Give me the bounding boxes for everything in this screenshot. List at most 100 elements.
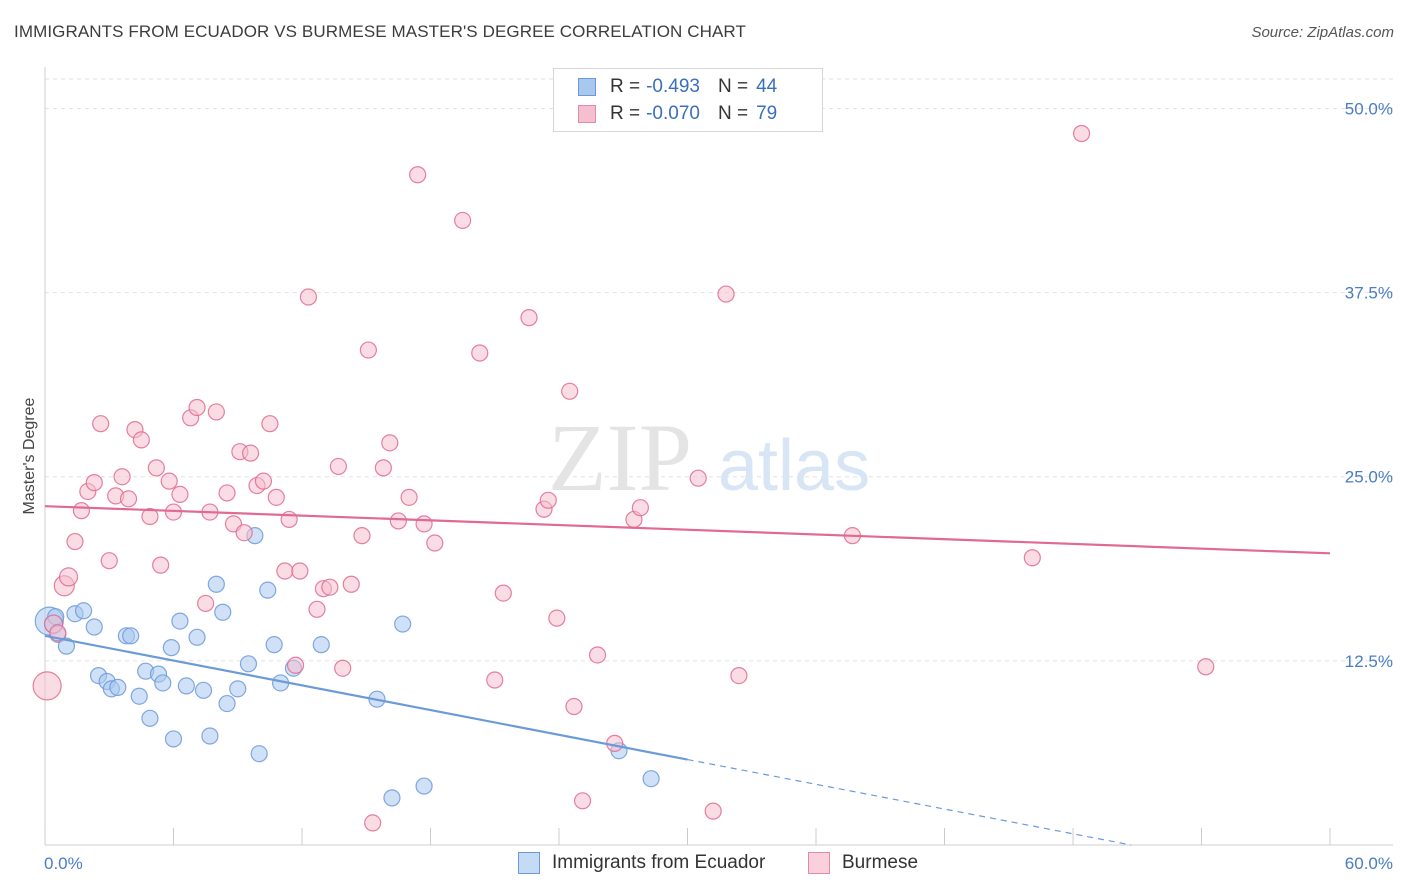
data-point[interactable] bbox=[286, 656, 305, 674]
data-point[interactable] bbox=[214, 603, 232, 621]
y-axis-label: Master's Degree bbox=[21, 397, 38, 514]
data-point[interactable] bbox=[520, 309, 538, 327]
data-point[interactable] bbox=[188, 398, 206, 417]
data-point[interactable] bbox=[242, 444, 260, 462]
legend-r-value: -0.493 bbox=[646, 76, 700, 97]
data-point[interactable] bbox=[265, 636, 283, 654]
legend-row-burmese: R = -0.070 N = 79 bbox=[578, 102, 777, 126]
data-point[interactable] bbox=[329, 457, 348, 476]
data-point[interactable] bbox=[132, 431, 150, 449]
data-point[interactable] bbox=[177, 677, 195, 695]
data-point[interactable] bbox=[261, 415, 279, 433]
data-point[interactable] bbox=[164, 730, 183, 748]
data-point[interactable] bbox=[250, 745, 268, 763]
data-point[interactable] bbox=[32, 671, 62, 701]
data-point[interactable] bbox=[141, 709, 159, 727]
data-point[interactable] bbox=[308, 600, 326, 618]
data-point[interactable] bbox=[239, 655, 258, 673]
data-point[interactable] bbox=[1072, 124, 1091, 143]
data-point[interactable] bbox=[235, 524, 253, 542]
data-point[interactable] bbox=[194, 681, 213, 699]
data-point[interactable] bbox=[717, 285, 735, 303]
data-point[interactable] bbox=[229, 680, 247, 698]
data-point[interactable] bbox=[494, 584, 512, 602]
data-point[interactable] bbox=[147, 459, 165, 477]
data-point[interactable] bbox=[291, 562, 309, 580]
data-point[interactable] bbox=[565, 697, 583, 716]
data-point[interactable] bbox=[152, 556, 170, 574]
data-point[interactable] bbox=[74, 602, 93, 620]
data-point[interactable] bbox=[486, 671, 504, 689]
data-point[interactable] bbox=[119, 490, 138, 508]
data-point[interactable] bbox=[66, 532, 84, 551]
data-point[interactable] bbox=[299, 288, 318, 306]
data-point[interactable] bbox=[72, 502, 91, 520]
data-point[interactable] bbox=[122, 627, 140, 645]
data-point[interactable] bbox=[218, 694, 236, 713]
watermark: ZIP atlas bbox=[548, 404, 870, 511]
legend-item-burmese[interactable]: Burmese bbox=[808, 852, 918, 874]
data-point[interactable] bbox=[689, 469, 707, 487]
data-point[interactable] bbox=[400, 488, 418, 506]
data-point[interactable] bbox=[548, 609, 566, 627]
data-point[interactable] bbox=[100, 552, 118, 570]
data-point[interactable] bbox=[381, 434, 399, 452]
data-point[interactable] bbox=[85, 474, 103, 492]
data-point[interactable] bbox=[267, 488, 285, 506]
data-point[interactable] bbox=[57, 637, 76, 655]
data-point[interactable] bbox=[207, 403, 225, 421]
data-point[interactable] bbox=[389, 512, 407, 530]
data-point[interactable] bbox=[642, 770, 660, 788]
data-point[interactable] bbox=[588, 646, 607, 664]
data-point[interactable] bbox=[426, 534, 444, 552]
legend-label-ecuador: Immigrants from Ecuador bbox=[552, 852, 766, 873]
data-point[interactable] bbox=[58, 567, 79, 587]
data-point[interactable] bbox=[561, 382, 579, 400]
data-point[interactable] bbox=[160, 472, 178, 490]
data-point[interactable] bbox=[334, 659, 352, 677]
legend-swatch-burmese bbox=[808, 852, 830, 874]
data-point[interactable] bbox=[704, 802, 722, 820]
legend-item-ecuador[interactable]: Immigrants from Ecuador bbox=[518, 852, 765, 874]
data-point[interactable] bbox=[171, 485, 189, 504]
data-point[interactable] bbox=[141, 507, 159, 526]
legend-label-burmese: Burmese bbox=[842, 852, 919, 873]
data-point[interactable] bbox=[276, 562, 294, 580]
data-point[interactable] bbox=[1023, 549, 1041, 567]
data-point[interactable] bbox=[254, 472, 273, 490]
data-point[interactable] bbox=[415, 777, 433, 795]
data-point[interactable] bbox=[130, 687, 148, 705]
data-point[interactable] bbox=[342, 575, 360, 593]
data-point[interactable] bbox=[218, 484, 236, 502]
data-point[interactable] bbox=[109, 678, 127, 696]
data-point[interactable] bbox=[409, 166, 427, 184]
data-point[interactable] bbox=[359, 341, 377, 359]
data-point[interactable] bbox=[415, 515, 433, 533]
data-point[interactable] bbox=[573, 792, 592, 810]
data-point[interactable] bbox=[364, 814, 382, 832]
data-point[interactable] bbox=[188, 628, 206, 646]
data-point[interactable] bbox=[207, 575, 225, 593]
data-point[interactable] bbox=[374, 459, 392, 477]
data-point[interactable] bbox=[312, 636, 330, 654]
data-point[interactable] bbox=[1197, 658, 1215, 676]
data-point[interactable] bbox=[539, 491, 557, 509]
data-point[interactable] bbox=[259, 581, 277, 599]
data-point[interactable] bbox=[162, 639, 180, 657]
data-point[interactable] bbox=[201, 727, 219, 745]
data-point[interactable] bbox=[454, 211, 472, 230]
data-point[interactable] bbox=[383, 789, 401, 807]
data-point[interactable] bbox=[353, 527, 371, 545]
data-point[interactable] bbox=[631, 499, 649, 517]
data-point[interactable] bbox=[154, 674, 172, 692]
data-point[interactable] bbox=[197, 594, 215, 613]
data-point[interactable] bbox=[171, 612, 189, 630]
data-point[interactable] bbox=[394, 615, 412, 633]
grid-lines bbox=[45, 78, 1393, 662]
data-point[interactable] bbox=[730, 666, 748, 685]
data-point[interactable] bbox=[92, 415, 110, 433]
data-point[interactable] bbox=[85, 618, 103, 636]
data-point[interactable] bbox=[321, 578, 339, 596]
data-point[interactable] bbox=[471, 344, 489, 362]
data-point[interactable] bbox=[113, 468, 131, 486]
